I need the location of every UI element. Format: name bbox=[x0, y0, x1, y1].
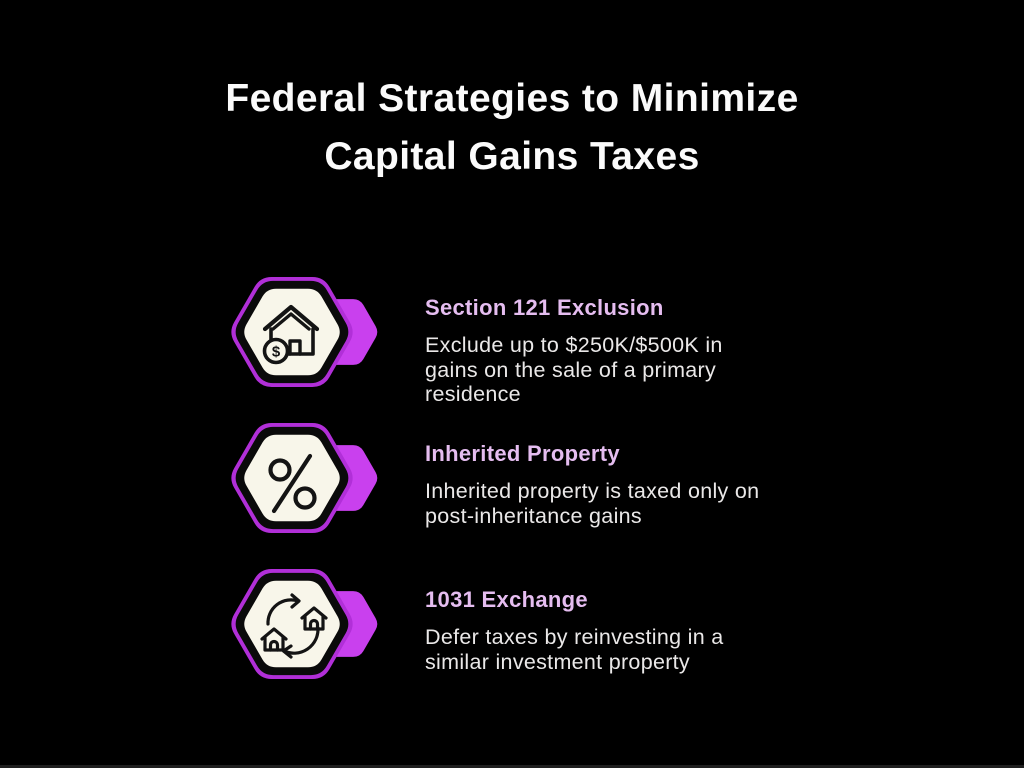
strategy-description: Exclude up to $250K/$500K in gains on th… bbox=[425, 333, 825, 407]
description-line: Exclude up to $250K/$500K in bbox=[425, 333, 723, 357]
hexagon-face bbox=[244, 580, 340, 668]
description-line: Inherited property is taxed only on bbox=[425, 479, 760, 503]
description-line: similar investment property bbox=[425, 649, 690, 674]
house-dollar-icon: $ bbox=[262, 304, 320, 365]
description-line: post-inheritance gains bbox=[425, 503, 642, 528]
page-title: Federal Strategies to Minimize Capital G… bbox=[0, 70, 1024, 186]
strategy-row-section-121: $ Section 121 Exclusion Exclude up to $2… bbox=[228, 264, 848, 410]
strategy-row-1031-exchange: 1031 Exchange Defer taxes by reinvesting… bbox=[228, 556, 848, 702]
strategy-text: 1031 Exchange Defer taxes by reinvesting… bbox=[425, 587, 825, 674]
coin-dollar-text: $ bbox=[272, 344, 281, 361]
exchange-houses-icon bbox=[260, 593, 328, 659]
description-line: gains on the sale of a primary bbox=[425, 357, 717, 382]
strategy-text: Section 121 Exclusion Exclude up to $250… bbox=[425, 295, 825, 407]
strategy-description: Inherited property is taxed only on post… bbox=[425, 479, 825, 528]
strategy-heading: Section 121 Exclusion bbox=[425, 295, 664, 320]
hexagon-badge bbox=[231, 423, 378, 533]
percent-icon bbox=[268, 453, 317, 514]
strategy-heading: 1031 Exchange bbox=[425, 587, 588, 612]
description-line: residence bbox=[425, 382, 521, 407]
strategy-row-inherited-property: Inherited Property Inherited property is… bbox=[228, 410, 848, 556]
strategy-text: Inherited Property Inherited property is… bbox=[425, 441, 825, 528]
hexagon-badge bbox=[231, 569, 378, 679]
title-line-2: Capital Gains Taxes bbox=[324, 135, 700, 178]
hexagon-badge: $ bbox=[231, 277, 378, 387]
title-line-1: Federal Strategies to Minimize bbox=[225, 77, 799, 120]
strategy-description: Defer taxes by reinvesting in a similar … bbox=[425, 625, 825, 674]
bottom-edge-strip bbox=[0, 765, 1024, 768]
description-line: Defer taxes by reinvesting in a bbox=[425, 625, 724, 649]
strategy-heading: Inherited Property bbox=[425, 441, 620, 466]
